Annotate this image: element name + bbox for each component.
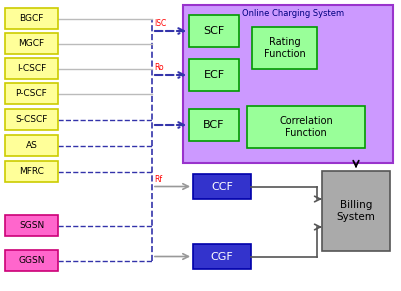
Text: BCF: BCF bbox=[203, 120, 225, 130]
Text: Online Charging System: Online Charging System bbox=[242, 9, 344, 18]
FancyBboxPatch shape bbox=[5, 8, 58, 29]
FancyBboxPatch shape bbox=[183, 5, 393, 163]
FancyBboxPatch shape bbox=[189, 15, 239, 47]
FancyBboxPatch shape bbox=[189, 59, 239, 91]
Text: MFRC: MFRC bbox=[19, 167, 44, 176]
Text: CCF: CCF bbox=[211, 182, 233, 191]
FancyBboxPatch shape bbox=[193, 174, 251, 199]
Text: BGCF: BGCF bbox=[19, 14, 44, 23]
FancyBboxPatch shape bbox=[247, 106, 365, 148]
Text: Ro: Ro bbox=[154, 63, 164, 72]
FancyBboxPatch shape bbox=[5, 250, 58, 271]
Text: CGF: CGF bbox=[211, 251, 233, 262]
FancyBboxPatch shape bbox=[5, 161, 58, 182]
Text: Rf: Rf bbox=[154, 175, 162, 184]
Text: MGCF: MGCF bbox=[18, 39, 45, 48]
FancyBboxPatch shape bbox=[5, 58, 58, 79]
Text: Correlation
Function: Correlation Function bbox=[279, 116, 333, 138]
FancyBboxPatch shape bbox=[322, 171, 390, 251]
Text: ECF: ECF bbox=[203, 70, 225, 80]
Text: I-CSCF: I-CSCF bbox=[17, 64, 46, 73]
FancyBboxPatch shape bbox=[193, 244, 251, 269]
FancyBboxPatch shape bbox=[5, 83, 58, 104]
Text: P-CSCF: P-CSCF bbox=[16, 89, 47, 98]
FancyBboxPatch shape bbox=[189, 109, 239, 141]
Text: Rating
Function: Rating Function bbox=[263, 37, 306, 59]
FancyBboxPatch shape bbox=[5, 109, 58, 130]
Text: GGSN: GGSN bbox=[18, 256, 45, 265]
FancyBboxPatch shape bbox=[252, 27, 317, 69]
Text: S-CSCF: S-CSCF bbox=[15, 115, 48, 124]
FancyBboxPatch shape bbox=[5, 215, 58, 236]
Text: SGSN: SGSN bbox=[19, 221, 44, 230]
Text: Billing
System: Billing System bbox=[336, 200, 375, 222]
FancyBboxPatch shape bbox=[5, 33, 58, 54]
Text: ISC: ISC bbox=[154, 19, 166, 28]
Text: AS: AS bbox=[26, 141, 37, 150]
FancyBboxPatch shape bbox=[5, 135, 58, 156]
Text: SCF: SCF bbox=[203, 26, 225, 36]
